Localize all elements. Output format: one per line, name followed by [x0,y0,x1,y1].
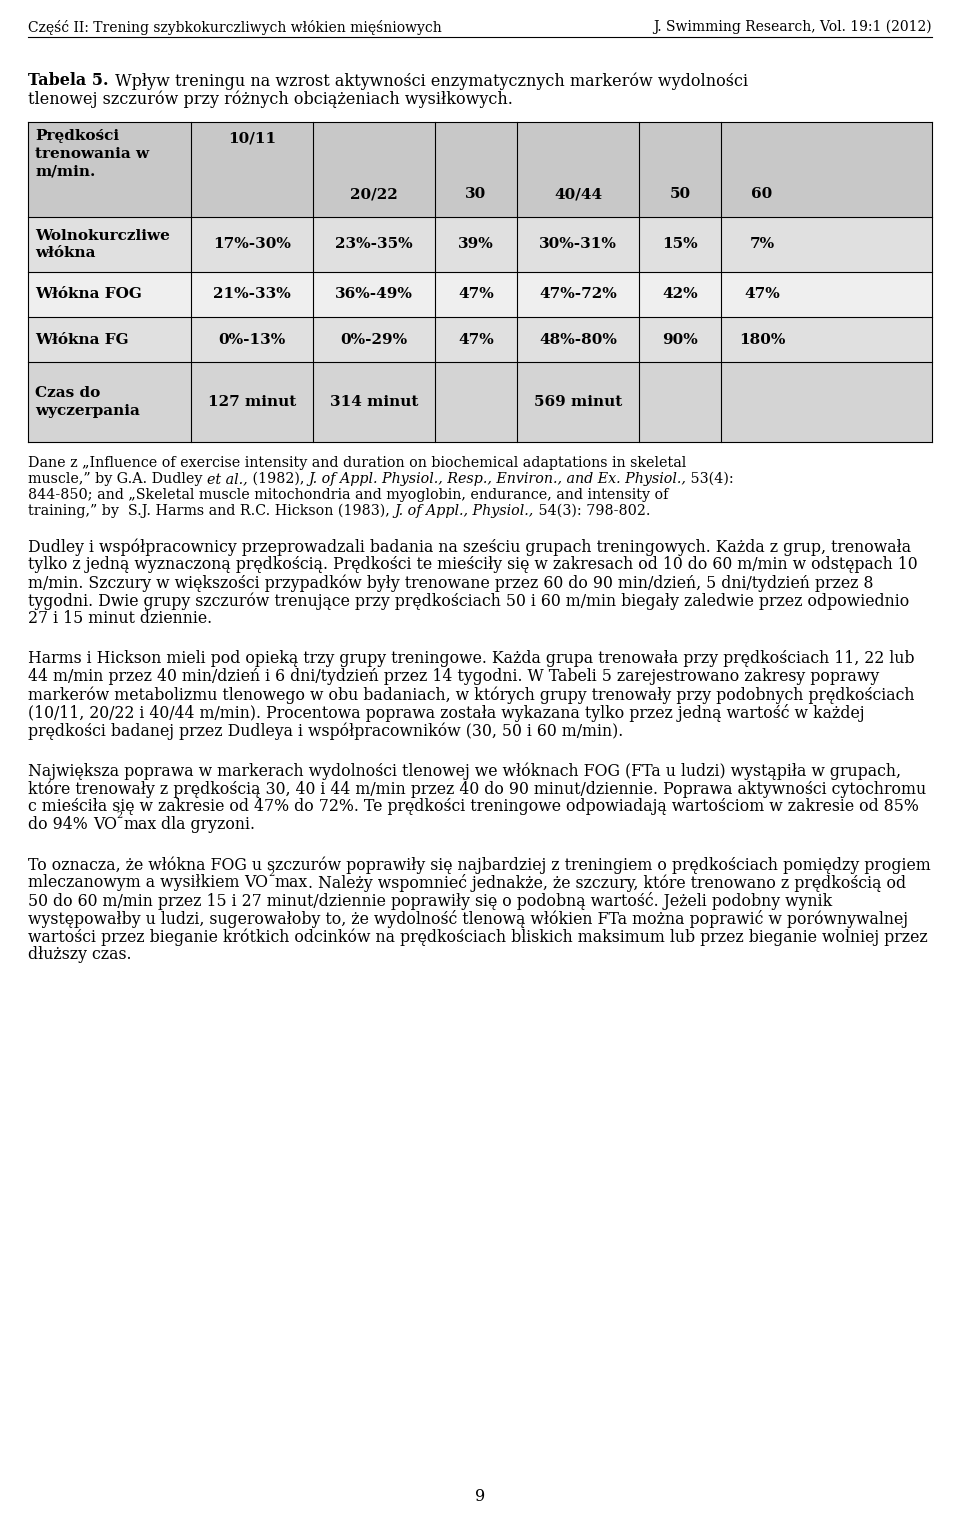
Text: występowałby u ludzi, sugerowałoby to, że wydolność tlenową włókien FTa można po: występowałby u ludzi, sugerowałoby to, ż… [28,909,908,927]
Text: Włókna FG: Włókna FG [35,333,129,346]
Bar [28,318,932,362]
Text: et al.,: et al., [206,472,248,486]
Text: Harms i Hickson mieli pod opieką trzy grupy treningowe. Każda grupa trenowała pr: Harms i Hickson mieli pod opieką trzy gr… [28,651,915,667]
Text: J. of Appl., Physiol.,: J. of Appl., Physiol., [395,504,534,517]
Text: tylko z jedną wyznaczoną prędkością. Prędkości te mieściły się w zakresach od 10: tylko z jedną wyznaczoną prędkością. Prę… [28,555,918,573]
Text: m/min. Szczury w większości przypadków były trenowane przez 60 do 90 min/dzień, : m/min. Szczury w większości przypadków b… [28,573,874,592]
Text: 27 i 15 minut dziennie.: 27 i 15 minut dziennie. [28,610,212,626]
Text: training,” by  S.J. Harms and R.C. Hickson (1983),: training,” by S.J. Harms and R.C. Hickso… [28,504,395,519]
Text: 7%: 7% [750,238,775,251]
Text: 47%-72%: 47%-72% [540,287,617,301]
Text: VO: VO [93,816,117,834]
Text: 40/44: 40/44 [554,188,602,201]
Text: 844-850; and „Skeletal muscle mitochondria and myoglobin, endurance, and intensi: 844-850; and „Skeletal muscle mitochondr… [28,489,668,502]
Text: 2: 2 [117,811,123,820]
Text: max: max [275,875,308,891]
Text: Największa poprawa w markerach wydolności tlenowej we włóknach FOG (FTa u ludzi): Największa poprawa w markerach wydolnośc… [28,763,901,779]
Text: (10/11, 20/22 i 40/44 m/min). Procentowa poprawa została wykazana tylko przez je: (10/11, 20/22 i 40/44 m/min). Procentowa… [28,704,865,722]
Text: Część II: Trening szybkokurczliwych włókien mięśniowych: Część II: Trening szybkokurczliwych włók… [28,20,442,35]
Text: 2: 2 [269,868,275,878]
Text: dłuższy czas.: dłuższy czas. [28,946,132,962]
Text: 0%-13%: 0%-13% [218,333,286,346]
Text: Czas do
wyczerpania: Czas do wyczerpania [35,386,140,418]
Text: 39%: 39% [458,238,493,251]
Text: 50: 50 [669,188,690,201]
Text: 42%: 42% [662,287,698,301]
Text: 53(4):: 53(4): [686,472,734,486]
Text: 0%-29%: 0%-29% [341,333,408,346]
Text: prędkości badanej przez Dudleya i współpracowników (30, 50 i 60 m/min).: prędkości badanej przez Dudleya i współp… [28,722,623,740]
Text: 21%-33%: 21%-33% [213,287,291,301]
Text: mleczanowym a wysiłkiem: mleczanowym a wysiłkiem [28,875,245,891]
Text: do 94%: do 94% [28,816,93,834]
Text: Prędkości
trenowania w
m/min.: Prędkości trenowania w m/min. [35,129,149,179]
Text: max: max [123,816,156,834]
Text: 180%: 180% [739,333,785,346]
Text: J. of Appl. Physiol., Resp., Environ., and Ex. Physiol.,: J. of Appl. Physiol., Resp., Environ., a… [308,472,686,486]
Text: 127 minut: 127 minut [208,395,296,409]
Text: VO: VO [245,875,269,891]
Text: 30%-31%: 30%-31% [540,238,617,251]
Text: tlenowej szczurów przy różnych obciążeniach wysiłkowych.: tlenowej szczurów przy różnych obciążeni… [28,91,513,109]
Bar [28,362,932,442]
Text: Dane z „Influence of exercise intensity and duration on biochemical adaptations : Dane z „Influence of exercise intensity … [28,455,686,471]
Text: 44 m/min przez 40 min/dzień i 6 dni/tydzień przez 14 tygodni. W Tabeli 5 zarejes: 44 m/min przez 40 min/dzień i 6 dni/tydz… [28,669,879,685]
Text: wartości przez bieganie krótkich odcinków na prędkościach bliskich maksimum lub : wartości przez bieganie krótkich odcinkó… [28,927,927,946]
Bar [28,216,932,272]
Text: które trenowały z prędkością 30, 40 i 44 m/min przez 40 do 90 minut/dziennie. Po: które trenowały z prędkością 30, 40 i 44… [28,781,926,797]
Bar [28,272,932,318]
Text: 90%: 90% [662,333,698,346]
Text: 20/22: 20/22 [350,188,397,201]
Text: 314 minut: 314 minut [330,395,419,409]
Text: tygodni. Dwie grupy szczurów trenujące przy prędkościach 50 i 60 m/min biegały z: tygodni. Dwie grupy szczurów trenujące p… [28,592,909,610]
Text: dla gryzoni.: dla gryzoni. [156,816,255,834]
Text: Wpływ treningu na wzrost aktywności enzymatycznych markerów wydolności: Wpływ treningu na wzrost aktywności enzy… [110,73,749,89]
Text: . Należy wspomnieć jednakże, że szczury, które trenowano z prędkością od: . Należy wspomnieć jednakże, że szczury,… [308,875,906,893]
Text: Wolnokurczliwe
włókna: Wolnokurczliwe włókna [35,228,170,260]
Text: muscle,” by G.A. Dudley: muscle,” by G.A. Dudley [28,472,206,486]
Text: 47%: 47% [744,287,780,301]
Text: 17%-30%: 17%-30% [213,238,291,251]
Text: 54(3): 798-802.: 54(3): 798-802. [534,504,650,517]
Text: 36%-49%: 36%-49% [335,287,413,301]
Text: 15%: 15% [662,238,698,251]
Text: To oznacza, że włókna FOG u szczurów poprawiły się najbardziej z treningiem o pr: To oznacza, że włókna FOG u szczurów pop… [28,856,931,873]
Text: markerów metabolizmu tlenowego w obu badaniach, w których grupy trenowały przy p: markerów metabolizmu tlenowego w obu bad… [28,685,915,704]
Text: 47%: 47% [458,287,493,301]
Text: Tabela 5.: Tabela 5. [28,73,108,89]
Text: c mieściła się w zakresie od 47% do 72%. Te prędkości treningowe odpowiadają war: c mieściła się w zakresie od 47% do 72%.… [28,797,919,816]
Text: 48%-80%: 48%-80% [540,333,617,346]
Text: (1982),: (1982), [248,472,308,486]
Text: 10/11: 10/11 [228,132,276,145]
Text: 569 minut: 569 minut [534,395,622,409]
Text: 50 do 60 m/min przez 15 i 27 minut/dziennie poprawiły się o podobną wartość. Jeż: 50 do 60 m/min przez 15 i 27 minut/dzien… [28,893,832,909]
Text: 60: 60 [752,188,773,201]
Bar [28,123,932,216]
Text: 9: 9 [475,1487,485,1505]
Text: Dudley i współpracownicy przeprowadzali badania na sześciu grupach treningowych.: Dudley i współpracownicy przeprowadzali … [28,539,911,555]
Text: J. Swimming Research, Vol. 19:1 (2012): J. Swimming Research, Vol. 19:1 (2012) [654,20,932,35]
Text: 23%-35%: 23%-35% [335,238,413,251]
Text: 30: 30 [466,188,487,201]
Text: Włókna FOG: Włókna FOG [35,287,142,301]
Text: 47%: 47% [458,333,493,346]
